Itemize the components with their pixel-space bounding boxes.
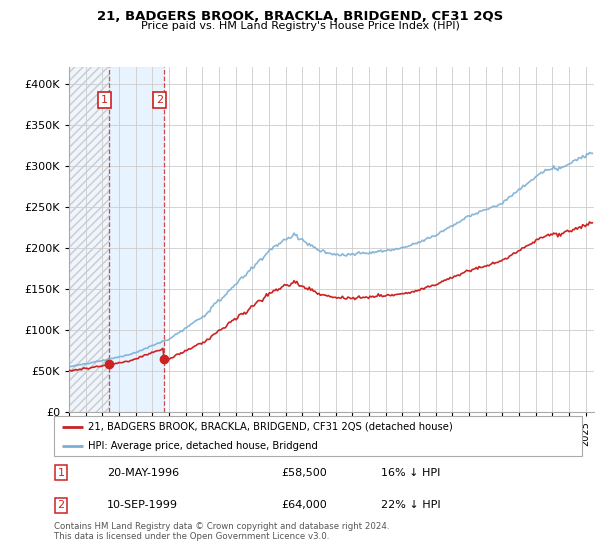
Text: 16% ↓ HPI: 16% ↓ HPI <box>382 468 441 478</box>
Text: HPI: Average price, detached house, Bridgend: HPI: Average price, detached house, Brid… <box>88 441 318 451</box>
Text: 21, BADGERS BROOK, BRACKLA, BRIDGEND, CF31 2QS (detached house): 21, BADGERS BROOK, BRACKLA, BRIDGEND, CF… <box>88 422 453 432</box>
Text: 2: 2 <box>58 500 64 510</box>
Text: 1: 1 <box>101 95 108 105</box>
Text: 21, BADGERS BROOK, BRACKLA, BRIDGEND, CF31 2QS: 21, BADGERS BROOK, BRACKLA, BRIDGEND, CF… <box>97 10 503 23</box>
Bar <box>109 67 164 412</box>
Text: £64,000: £64,000 <box>281 500 327 510</box>
Bar <box>69 67 109 412</box>
Bar <box>69 67 109 412</box>
Text: Price paid vs. HM Land Registry's House Price Index (HPI): Price paid vs. HM Land Registry's House … <box>140 21 460 31</box>
Text: £58,500: £58,500 <box>281 468 327 478</box>
Text: 22% ↓ HPI: 22% ↓ HPI <box>382 500 441 510</box>
Text: Contains HM Land Registry data © Crown copyright and database right 2024.
This d: Contains HM Land Registry data © Crown c… <box>54 522 389 542</box>
Text: 10-SEP-1999: 10-SEP-1999 <box>107 500 178 510</box>
Text: 1: 1 <box>58 468 64 478</box>
Text: 20-MAY-1996: 20-MAY-1996 <box>107 468 179 478</box>
Text: 2: 2 <box>156 95 163 105</box>
FancyBboxPatch shape <box>54 416 582 456</box>
